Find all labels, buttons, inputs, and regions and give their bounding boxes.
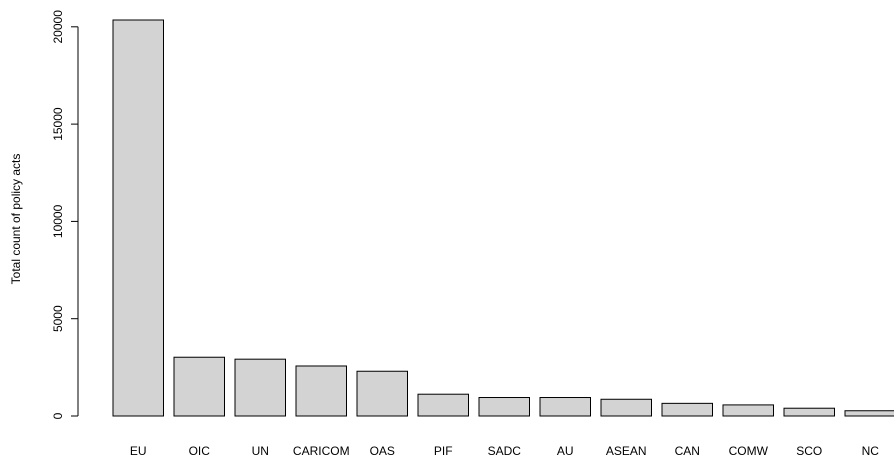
bar-comw xyxy=(722,404,774,417)
bar-oic xyxy=(173,356,225,417)
bar-caricom xyxy=(295,365,347,417)
y-axis: 0 5000 10000 15000 20000 xyxy=(51,10,79,419)
bar-au xyxy=(539,397,591,417)
x-tick-label: AU xyxy=(557,444,574,458)
bar-un xyxy=(234,358,286,417)
y-tick-label: 5000 xyxy=(51,305,65,332)
bar-sadc xyxy=(478,397,530,417)
x-tick-label: EU xyxy=(130,444,147,458)
bar-pif xyxy=(417,393,469,417)
x-tick-label: PIF xyxy=(434,444,453,458)
bars xyxy=(112,19,894,417)
y-tick-label: 15000 xyxy=(51,107,65,141)
bar-asean xyxy=(600,398,652,417)
x-axis-labels: EU OIC UN CARICOM OAS PIF SADC AU ASEAN CAN COMW SC… xyxy=(130,444,879,458)
bar-nc xyxy=(844,410,894,417)
bar-eu xyxy=(112,19,164,417)
bar-oas xyxy=(356,370,408,417)
x-tick-label: ASEAN xyxy=(606,444,647,458)
x-tick-label: COMW xyxy=(729,444,769,458)
x-tick-label: SCO xyxy=(796,444,822,458)
bar-can xyxy=(661,402,713,417)
x-tick-label: UN xyxy=(252,444,269,458)
x-tick-label: CAN xyxy=(675,444,700,458)
y-tick-label: 20000 xyxy=(51,10,65,44)
x-tick-label: CARICOM xyxy=(293,444,350,458)
y-tick-label: 10000 xyxy=(51,204,65,238)
x-tick-label: OIC xyxy=(189,444,211,458)
x-tick-label: OAS xyxy=(370,444,395,458)
y-axis-label: Total count of policy acts xyxy=(9,154,23,285)
x-tick-label: NC xyxy=(862,444,880,458)
x-tick-label: SADC xyxy=(488,444,522,458)
bar-sco xyxy=(783,407,835,417)
y-tick-label: 0 xyxy=(51,412,65,419)
